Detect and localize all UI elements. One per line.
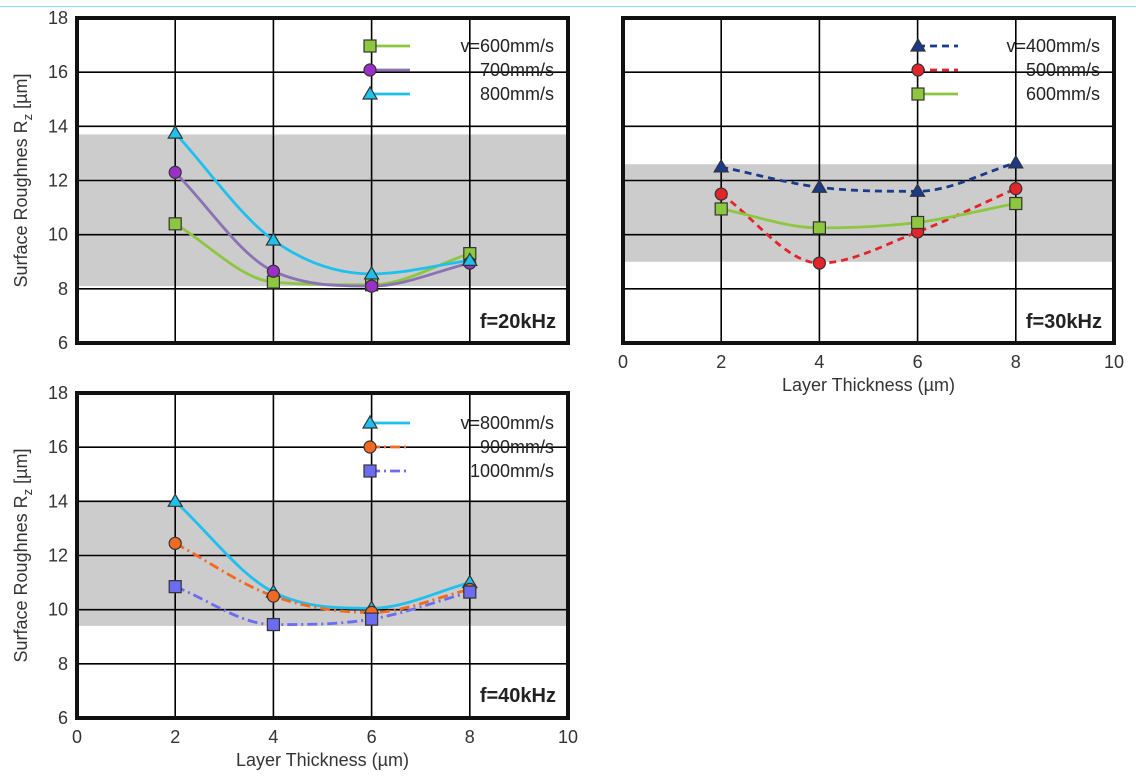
y-axis-label: Surface Roughnes Rz [µm] bbox=[11, 74, 35, 288]
x-tick-label: 4 bbox=[814, 352, 824, 372]
series-line-1 bbox=[720, 161, 1017, 193]
data-point bbox=[812, 221, 827, 235]
x-axis-label: Layer Thickness (µm) bbox=[236, 750, 409, 770]
data-point bbox=[168, 580, 182, 594]
data-point bbox=[365, 612, 379, 626]
legend-label: 500mm/s bbox=[1026, 60, 1100, 80]
legend-label: 1000mm/s bbox=[470, 461, 554, 481]
data-point bbox=[266, 589, 280, 603]
y-tick-label: 8 bbox=[58, 279, 68, 299]
data-point bbox=[168, 217, 182, 231]
y-tick-label: 14 bbox=[48, 491, 68, 511]
data-point bbox=[461, 252, 478, 266]
data-point bbox=[266, 275, 280, 289]
x-tick-label: 10 bbox=[1104, 352, 1124, 372]
data-point bbox=[266, 617, 280, 632]
y-tick-label: 18 bbox=[48, 383, 68, 403]
plot-frame bbox=[75, 391, 570, 720]
frequency-label: f=30kHz bbox=[1026, 311, 1102, 333]
frequency-label: f=40kHz bbox=[480, 685, 556, 707]
x-axis-label: Layer Thickness (µm) bbox=[782, 375, 955, 395]
x-tick-label: 0 bbox=[72, 727, 82, 747]
y-tick-label: 16 bbox=[48, 437, 68, 457]
x-tick-label: 6 bbox=[913, 352, 923, 372]
data-point bbox=[266, 264, 280, 278]
series-line-2 bbox=[174, 542, 471, 614]
chart-panel-1: 6 8 10 12 14 16 18 Surface Roughnes Rz [µm] f=20… bbox=[11, 8, 570, 353]
data-point bbox=[167, 124, 184, 139]
legend-label: 800mm/s bbox=[480, 84, 554, 104]
legend-marker bbox=[911, 87, 925, 101]
legend-label: v=400mm/s bbox=[1006, 36, 1100, 56]
data-point bbox=[168, 536, 182, 550]
legend-marker bbox=[363, 464, 377, 478]
data-point bbox=[1007, 154, 1024, 169]
series-line-3 bbox=[174, 132, 470, 276]
legend-marker bbox=[911, 63, 925, 77]
legend-marker bbox=[909, 37, 927, 52]
x-tick-label: 8 bbox=[1011, 352, 1021, 372]
data-point bbox=[1009, 182, 1023, 196]
series-line-2 bbox=[174, 171, 471, 288]
legend-marker bbox=[363, 63, 377, 77]
y-tick-label: 12 bbox=[48, 546, 68, 566]
series-line-3 bbox=[720, 202, 1017, 230]
x-tick-label: 0 bbox=[618, 352, 628, 372]
x-tick-label: 2 bbox=[716, 352, 726, 372]
y-tick-label: 16 bbox=[48, 62, 68, 82]
chart-panel-3: 6 8 10 12 14 16 18 Surface Roughnes Rz [µm] 0 2 4 6… bbox=[11, 383, 578, 770]
legend-label: v=800mm/s bbox=[460, 413, 554, 433]
data-point bbox=[713, 158, 730, 173]
y-axis-label: Surface Roughnes Rz [µm] bbox=[11, 449, 35, 663]
y-tick-label: 12 bbox=[48, 171, 68, 191]
legend-label: v=600mm/s bbox=[460, 36, 554, 56]
y-tick-label: 10 bbox=[48, 600, 68, 620]
y-tick-label: 8 bbox=[58, 654, 68, 674]
y-tick-label: 18 bbox=[48, 8, 68, 28]
plot-frame bbox=[75, 16, 570, 345]
data-point bbox=[365, 279, 379, 293]
y-tick-label: 10 bbox=[48, 225, 68, 245]
legend-label: 700mm/s bbox=[480, 60, 554, 80]
y-tick-label: 6 bbox=[58, 708, 68, 728]
chart-panel-2: 0 2 4 6 8 10 Layer Thickness (µm) f=30kHz v=400m… bbox=[618, 16, 1124, 395]
data-point bbox=[812, 256, 827, 270]
legend-marker bbox=[363, 39, 377, 53]
data-point bbox=[363, 265, 380, 280]
data-point bbox=[714, 202, 728, 216]
data-point bbox=[168, 165, 182, 179]
x-tick-label: 10 bbox=[558, 727, 578, 747]
data-point bbox=[265, 231, 282, 246]
x-tick-label: 2 bbox=[170, 727, 180, 747]
range-band bbox=[77, 134, 568, 287]
y-tick-label: 14 bbox=[48, 116, 68, 136]
data-point bbox=[167, 493, 184, 507]
data-point bbox=[463, 585, 477, 599]
plot-frame bbox=[621, 16, 1116, 345]
series-line-3 bbox=[174, 585, 471, 627]
x-tick-label: 8 bbox=[465, 727, 475, 747]
data-point bbox=[1009, 196, 1023, 211]
y-tick-label: 6 bbox=[58, 333, 68, 353]
legend-marker bbox=[363, 440, 377, 454]
series-line-2 bbox=[720, 187, 1017, 265]
frequency-label: f=20kHz bbox=[480, 311, 556, 333]
series-line-1 bbox=[174, 500, 471, 610]
legend-marker bbox=[361, 414, 379, 429]
data-point bbox=[811, 179, 828, 193]
legend-marker bbox=[361, 85, 379, 100]
x-tick-label: 4 bbox=[268, 727, 278, 747]
data-point bbox=[714, 187, 728, 201]
x-tick-label: 6 bbox=[367, 727, 377, 747]
legend-label: 900mm/s bbox=[480, 437, 554, 457]
data-point bbox=[910, 215, 925, 230]
range-band bbox=[623, 164, 1114, 262]
legend-label: 600mm/s bbox=[1026, 84, 1100, 104]
data-point bbox=[909, 183, 926, 197]
